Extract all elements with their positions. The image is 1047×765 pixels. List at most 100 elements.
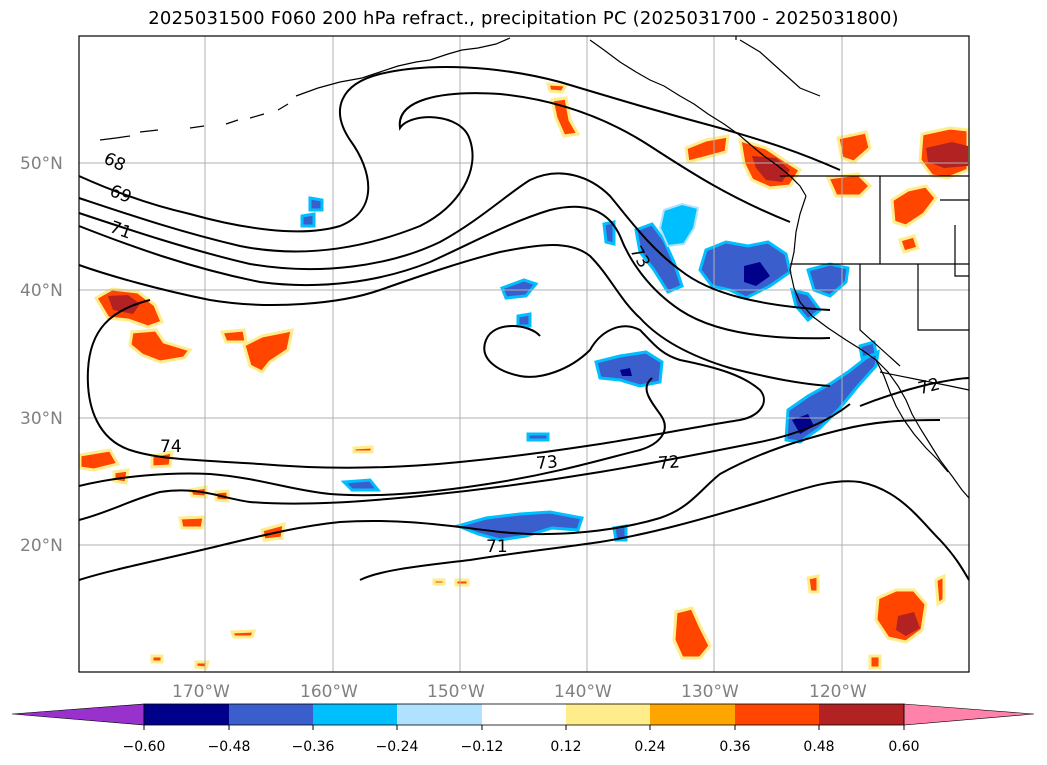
precip-negative-blob <box>453 510 584 542</box>
contour-line <box>78 92 791 253</box>
lon-label: 170°W <box>172 682 230 702</box>
precip-strong-negative-blob <box>792 414 814 434</box>
precip-positive-blob <box>868 654 882 670</box>
colorbar-segment <box>650 704 735 725</box>
precip-negative-blob <box>526 432 550 442</box>
lon-label: 150°W <box>427 682 485 702</box>
map-title: 2025031500 F060 200 hPa refract., precip… <box>148 8 899 29</box>
border-states <box>790 176 969 367</box>
colorbar-segment <box>144 704 229 725</box>
colorbar-tick-label: 0.24 <box>634 739 665 755</box>
lat-label: 30°N <box>20 409 63 429</box>
colorbar-tick-label: −0.36 <box>292 739 335 755</box>
precip-positive-blob <box>219 328 248 344</box>
latitude-labels: 50°N 40°N 30°N 20°N <box>20 154 63 556</box>
coastline-bc <box>735 36 821 97</box>
precip-positive-blob <box>934 573 946 607</box>
precip-strong-positive-blob <box>108 295 140 314</box>
coastline-alaska-islands <box>99 103 289 141</box>
precip-strong-negative-blob <box>620 368 632 376</box>
precip-positive-blob <box>150 654 164 664</box>
colorbar-tick-label: −0.48 <box>208 739 251 755</box>
precip-positive-blob <box>242 328 294 374</box>
graticule <box>79 36 969 672</box>
colorbar-segment <box>482 704 566 725</box>
precip-positive-blob <box>260 521 286 542</box>
contour-line <box>78 403 851 521</box>
contour-line <box>859 377 970 407</box>
precip-positive-blob <box>836 130 872 164</box>
coastline-alaska <box>589 39 807 197</box>
precip-positive-blob <box>898 234 920 254</box>
colorbar-arrow-right <box>903 703 1035 726</box>
precip-negative-blob <box>500 278 539 300</box>
precip-negative-blob <box>789 287 823 323</box>
contour-line <box>78 205 831 340</box>
colorbar-segment <box>735 704 819 725</box>
precip-positive-blob <box>454 578 470 587</box>
precip-negative-blob <box>516 312 532 328</box>
colorbar: −0.60 −0.48 −0.36 −0.24 −0.12 0.12 0.24 … <box>11 703 1035 755</box>
contour-label: 73 <box>535 452 558 474</box>
precip-positive-blob <box>78 448 121 472</box>
precip-positive-blob <box>352 445 374 454</box>
contour-label: 74 <box>160 437 182 457</box>
colorbar-border <box>143 703 905 726</box>
refractivity-contours <box>78 66 970 581</box>
precip-positive-blob <box>229 629 257 639</box>
coastline-us-west <box>789 195 970 499</box>
lat-label: 40°N <box>20 281 63 301</box>
precip-positive-blob <box>112 468 130 485</box>
contour-line <box>78 66 841 233</box>
precip-positive-blob <box>194 660 211 670</box>
colorbar-tick-label: 0.12 <box>550 739 581 755</box>
contour-line <box>78 244 831 387</box>
colorbar-tick-label: −0.60 <box>123 739 166 755</box>
colorbar-tick-label: −0.12 <box>461 739 504 755</box>
contour-label: 71 <box>107 217 134 243</box>
lon-label: 130°W <box>681 682 739 702</box>
precip-negative-blob <box>300 212 316 228</box>
colorbar-ticks <box>143 725 905 730</box>
longitude-labels: 170°W 160°W 150°W 140°W 130°W 120°W <box>172 682 867 702</box>
precip-positive-blob <box>890 184 938 228</box>
colorbar-arrow-left <box>11 703 145 726</box>
colorbar-segment <box>313 704 397 725</box>
precip-positive-blob <box>684 134 730 164</box>
colorbar-segment <box>229 704 313 725</box>
precip-positive-blob <box>806 574 820 594</box>
precip-positive-blob <box>550 96 581 138</box>
contour-line <box>359 480 970 581</box>
colorbar-segment <box>566 704 650 725</box>
contour-label: 69 <box>107 181 135 208</box>
contour-line <box>78 419 941 581</box>
precip-positive-blob <box>825 172 873 198</box>
contour-label: 71 <box>486 537 508 557</box>
precip-strong-positive-blob <box>896 612 920 636</box>
precip-positive-blob <box>672 606 712 660</box>
lat-label: 50°N <box>20 154 63 174</box>
contour-line <box>78 377 666 497</box>
colorbar-tick-label: 0.60 <box>888 739 919 755</box>
coastline-alaska <box>295 37 511 97</box>
colorbar-tick-label: −0.24 <box>376 739 419 755</box>
precip-negative-blob <box>658 202 700 248</box>
precip-negative-blob <box>340 478 382 492</box>
colorbar-segment <box>397 704 482 725</box>
colorbar-tick-label: 0.48 <box>803 739 834 755</box>
precip-negative-blob <box>602 220 616 246</box>
precip-positive-blob <box>545 82 569 94</box>
precip-negative-blob <box>858 340 878 360</box>
precip-positive-blob <box>432 578 446 586</box>
lon-label: 160°W <box>300 682 358 702</box>
contour-label: 72 <box>916 374 942 399</box>
contour-line <box>78 172 831 311</box>
map-frame <box>78 35 970 673</box>
precip-negative-blob <box>308 196 324 212</box>
colorbar-segment <box>819 704 904 725</box>
contour-line <box>86 299 765 469</box>
lon-label: 140°W <box>554 682 612 702</box>
precip-strong-positive-blob <box>926 142 968 168</box>
contour-label: 68 <box>100 149 128 176</box>
